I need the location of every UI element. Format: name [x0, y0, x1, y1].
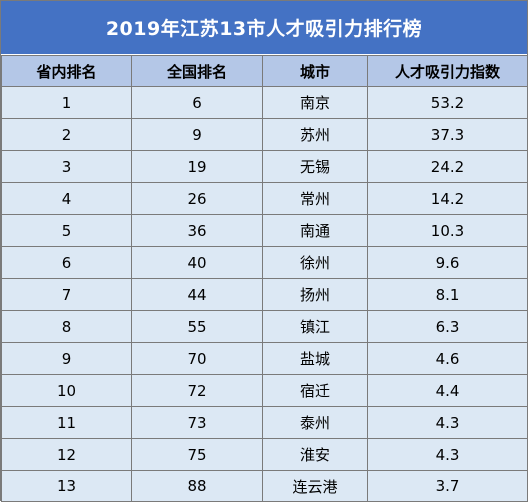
provincial-rank-cell: 10	[1, 374, 132, 407]
national-rank-cell: 40	[131, 246, 263, 279]
provincial-rank-cell: 13	[1, 470, 132, 502]
table-row: 8 55 镇江 6.3	[1, 310, 528, 343]
provincial-rank-cell: 4	[1, 182, 132, 215]
provincial-rank-cell: 8	[1, 310, 132, 343]
national-rank-cell: 73	[131, 406, 263, 439]
city-cell: 镇江	[262, 310, 368, 343]
talent-index-cell: 6.3	[367, 310, 528, 343]
national-rank-cell: 75	[131, 438, 263, 471]
city-cell: 连云港	[262, 470, 368, 502]
city-cell: 宿迁	[262, 374, 368, 407]
national-rank-cell: 6	[131, 86, 263, 119]
provincial-rank-cell: 9	[1, 342, 132, 375]
city-cell: 扬州	[262, 278, 368, 311]
talent-index-cell: 8.1	[367, 278, 528, 311]
talent-index-cell: 24.2	[367, 150, 528, 183]
header-provincial-rank: 省内排名	[1, 55, 132, 87]
header-city: 城市	[262, 55, 368, 87]
table-row: 6 40 徐州 9.6	[1, 246, 528, 279]
talent-index-cell: 4.4	[367, 374, 528, 407]
table-body: 1 6 南京 53.2 2 9 苏州 37.3 3 19 无锡 24.2 4 26 常州 14.2 5 36 南通 1…	[1, 86, 528, 502]
national-rank-cell: 19	[131, 150, 263, 183]
provincial-rank-cell: 6	[1, 246, 132, 279]
header-talent-index: 人才吸引力指数	[367, 55, 528, 87]
national-rank-cell: 44	[131, 278, 263, 311]
national-rank-cell: 26	[131, 182, 263, 215]
national-rank-cell: 70	[131, 342, 263, 375]
national-rank-cell: 72	[131, 374, 263, 407]
table-row: 13 88 连云港 3.7	[1, 470, 528, 502]
national-rank-cell: 9	[131, 118, 263, 151]
talent-index-cell: 9.6	[367, 246, 528, 279]
city-cell: 南京	[262, 86, 368, 119]
city-cell: 苏州	[262, 118, 368, 151]
national-rank-cell: 88	[131, 470, 263, 502]
table-row: 1 6 南京 53.2	[1, 86, 528, 119]
city-cell: 南通	[262, 214, 368, 247]
city-cell: 泰州	[262, 406, 368, 439]
table-row: 9 70 盐城 4.6	[1, 342, 528, 375]
national-rank-cell: 55	[131, 310, 263, 343]
talent-index-cell: 4.3	[367, 406, 528, 439]
table-title: 2019年江苏13市人才吸引力排行榜	[1, 1, 527, 55]
provincial-rank-cell: 7	[1, 278, 132, 311]
table-header: 省内排名 全国排名 城市 人才吸引力指数	[1, 55, 528, 87]
table-row: 12 75 淮安 4.3	[1, 438, 528, 471]
city-cell: 常州	[262, 182, 368, 215]
talent-index-cell: 4.6	[367, 342, 528, 375]
table-row: 5 36 南通 10.3	[1, 214, 528, 247]
talent-index-cell: 53.2	[367, 86, 528, 119]
table-row: 10 72 宿迁 4.4	[1, 374, 528, 407]
city-cell: 盐城	[262, 342, 368, 375]
provincial-rank-cell: 11	[1, 406, 132, 439]
ranking-table: 省内排名 全国排名 城市 人才吸引力指数 1 6 南京 53.2 2 9 苏州 37.3 3 19…	[1, 55, 528, 502]
provincial-rank-cell: 5	[1, 214, 132, 247]
talent-index-cell: 3.7	[367, 470, 528, 502]
table-row: 3 19 无锡 24.2	[1, 150, 528, 183]
table-row: 4 26 常州 14.2	[1, 182, 528, 215]
provincial-rank-cell: 1	[1, 86, 132, 119]
provincial-rank-cell: 2	[1, 118, 132, 151]
table-row: 7 44 扬州 8.1	[1, 278, 528, 311]
talent-index-cell: 10.3	[367, 214, 528, 247]
talent-index-cell: 14.2	[367, 182, 528, 215]
table-row: 2 9 苏州 37.3	[1, 118, 528, 151]
talent-index-cell: 37.3	[367, 118, 528, 151]
header-national-rank: 全国排名	[131, 55, 263, 87]
provincial-rank-cell: 3	[1, 150, 132, 183]
city-cell: 徐州	[262, 246, 368, 279]
talent-index-cell: 4.3	[367, 438, 528, 471]
national-rank-cell: 36	[131, 214, 263, 247]
city-cell: 无锡	[262, 150, 368, 183]
provincial-rank-cell: 12	[1, 438, 132, 471]
table-row: 11 73 泰州 4.3	[1, 406, 528, 439]
header-row: 省内排名 全国排名 城市 人才吸引力指数	[1, 55, 528, 87]
city-cell: 淮安	[262, 438, 368, 471]
